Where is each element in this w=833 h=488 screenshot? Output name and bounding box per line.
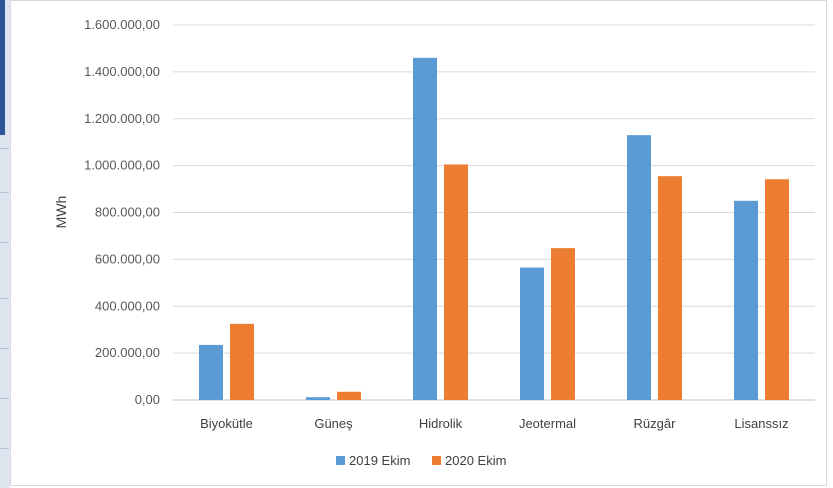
y-tick-label: 0,00 bbox=[135, 392, 160, 407]
left-panel-divider bbox=[0, 348, 9, 349]
left-panel-divider bbox=[0, 148, 9, 149]
bar-series-2 bbox=[765, 179, 789, 400]
bar-series-1 bbox=[734, 200, 758, 400]
y-tick-label: 400.000,00 bbox=[95, 298, 160, 313]
y-axis-title: MWh bbox=[53, 196, 69, 229]
y-tick-label: 1.400.000,00 bbox=[84, 64, 160, 79]
x-axis-category-labels: Biyokütle Güneş Hidrolik Jeotermal Rüzgâr Lis… bbox=[200, 416, 788, 431]
left-panel-divider bbox=[0, 398, 9, 399]
left-panel-divider bbox=[0, 192, 9, 193]
bar-series-1 bbox=[199, 344, 223, 400]
bar-series-2 bbox=[658, 176, 682, 400]
legend: 2019 Ekim 2020 Ekim bbox=[336, 453, 506, 468]
y-tick-label: 800.000,00 bbox=[95, 205, 160, 220]
legend-label: 2020 Ekim bbox=[445, 453, 506, 468]
y-tick-label: 200.000,00 bbox=[95, 345, 160, 360]
x-category-label: Lisanssız bbox=[734, 416, 788, 431]
bar-series-1 bbox=[520, 267, 544, 400]
x-category-label: Hidrolik bbox=[419, 416, 463, 431]
x-category-label: Rüzgâr bbox=[634, 416, 677, 431]
x-category-label: Jeotermal bbox=[519, 416, 576, 431]
bar-series-1 bbox=[627, 135, 651, 400]
bar-series-1 bbox=[306, 397, 330, 400]
bar-series-2 bbox=[444, 164, 468, 400]
bar-series-2 bbox=[551, 248, 575, 400]
gridlines bbox=[173, 24, 815, 401]
x-category-label: Biyokütle bbox=[200, 416, 253, 431]
left-panel-divider bbox=[0, 448, 9, 449]
bar-series-2 bbox=[230, 323, 254, 400]
bars bbox=[199, 57, 789, 400]
y-tick-label: 1.200.000,00 bbox=[84, 111, 160, 126]
left-panel-divider bbox=[0, 242, 9, 243]
legend-label: 2019 Ekim bbox=[349, 453, 410, 468]
y-axis-tick-labels: 0,00 200.000,00 400.000,00 600.000,00 800.00… bbox=[84, 17, 160, 407]
legend-item: 2020 Ekim bbox=[432, 453, 506, 468]
bar-series-2 bbox=[337, 391, 361, 400]
y-tick-label: 1.600.000,00 bbox=[84, 17, 160, 32]
left-panel-strip bbox=[0, 0, 10, 488]
x-category-label: Güneş bbox=[314, 416, 353, 431]
y-tick-label: 600.000,00 bbox=[95, 251, 160, 266]
y-tick-label: 1.000.000,00 bbox=[84, 158, 160, 173]
left-panel-divider bbox=[0, 298, 9, 299]
legend-item: 2019 Ekim bbox=[336, 453, 410, 468]
bar-series-1 bbox=[413, 57, 437, 400]
legend-swatch bbox=[432, 456, 441, 465]
legend-swatch bbox=[336, 456, 345, 465]
left-panel-accent bbox=[0, 0, 5, 135]
